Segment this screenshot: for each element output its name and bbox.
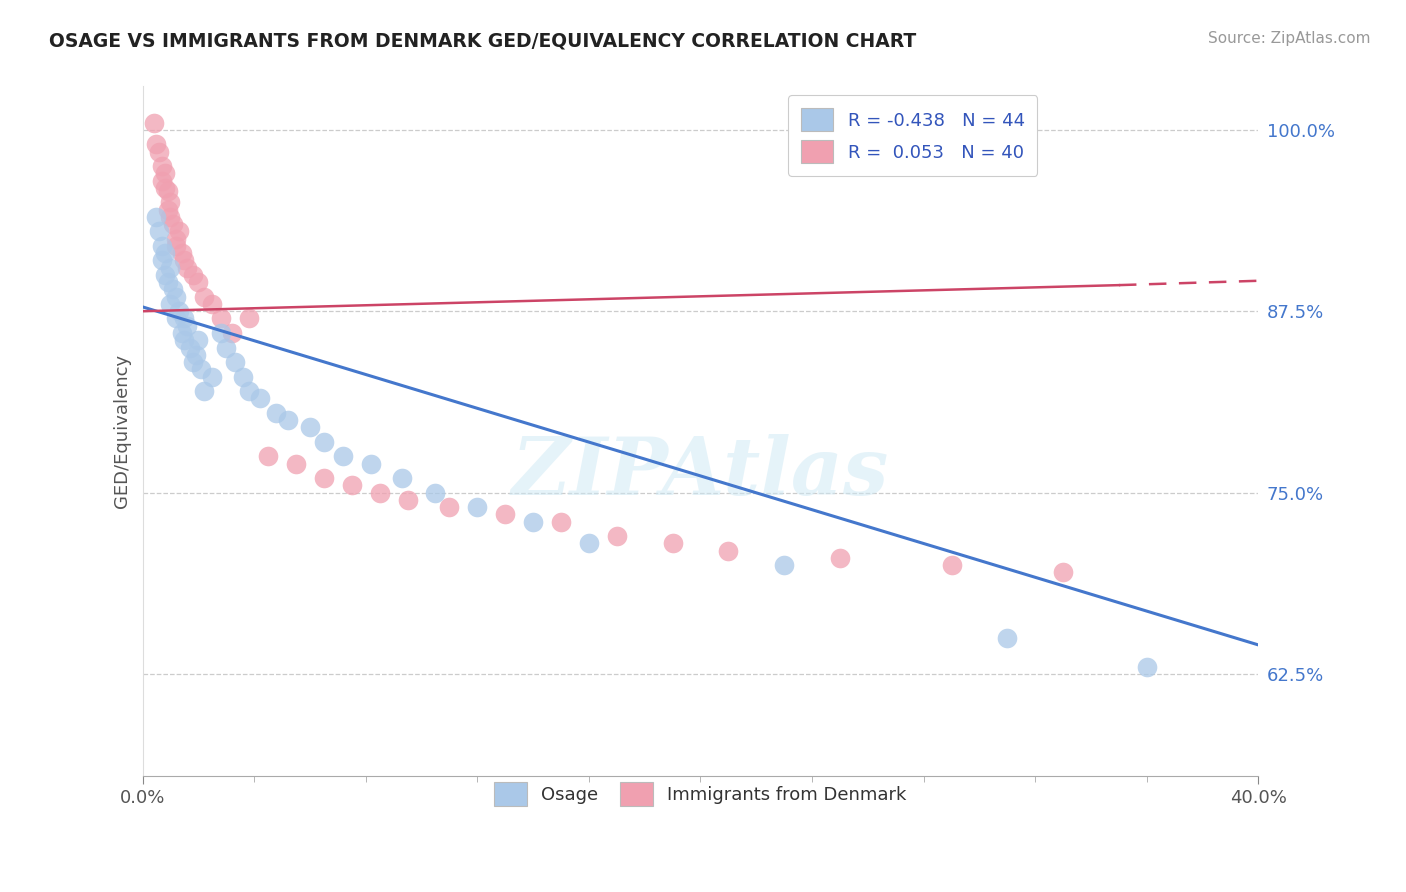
Point [173, 333, 195, 347]
Point [215, 341, 238, 355]
Point [828, 550, 851, 565]
Point [201, 369, 224, 384]
Point [550, 515, 572, 529]
Point [153, 181, 176, 195]
Point [425, 485, 447, 500]
Legend: Osage, Immigrants from Denmark: Osage, Immigrants from Denmark [485, 773, 915, 814]
Point [167, 304, 190, 318]
Point [465, 500, 488, 515]
Point [285, 457, 308, 471]
Point [165, 290, 187, 304]
Point [181, 268, 204, 282]
Point [159, 210, 181, 224]
Point [312, 471, 335, 485]
Point [150, 239, 173, 253]
Point [156, 275, 179, 289]
Point [238, 311, 260, 326]
Point [209, 326, 232, 340]
Point [312, 434, 335, 449]
Point [153, 268, 176, 282]
Point [396, 492, 419, 507]
Point [148, 224, 170, 238]
Point [439, 500, 461, 515]
Point [717, 543, 740, 558]
Y-axis label: GED/Equivalency: GED/Equivalency [114, 354, 131, 508]
Text: Source: ZipAtlas.com: Source: ZipAtlas.com [1208, 31, 1371, 46]
Point [165, 239, 187, 253]
Point [142, 115, 165, 129]
Point [184, 348, 207, 362]
Point [249, 392, 271, 406]
Point [209, 311, 232, 326]
Point [173, 311, 195, 326]
Point [224, 355, 246, 369]
Point [145, 210, 167, 224]
Point [340, 478, 363, 492]
Point [391, 471, 413, 485]
Point [156, 202, 179, 217]
Point [238, 384, 260, 398]
Point [176, 260, 198, 275]
Point [165, 232, 187, 246]
Point [201, 297, 224, 311]
Point [153, 166, 176, 180]
Point [187, 333, 209, 347]
Point [298, 420, 321, 434]
Point [179, 341, 201, 355]
Point [266, 406, 288, 420]
Point [995, 631, 1018, 645]
Point [578, 536, 600, 550]
Point [145, 137, 167, 152]
Point [193, 290, 215, 304]
Point [150, 159, 173, 173]
Point [773, 558, 796, 573]
Point [167, 224, 190, 238]
Point [150, 253, 173, 268]
Point [173, 253, 195, 268]
Point [606, 529, 628, 543]
Point [1136, 659, 1159, 673]
Point [181, 355, 204, 369]
Point [159, 195, 181, 210]
Point [153, 246, 176, 260]
Point [1052, 566, 1074, 580]
Point [221, 326, 243, 340]
Point [176, 318, 198, 333]
Point [165, 311, 187, 326]
Point [156, 184, 179, 198]
Point [257, 450, 280, 464]
Point [661, 536, 683, 550]
Point [522, 515, 544, 529]
Point [187, 275, 209, 289]
Point [232, 369, 254, 384]
Point [170, 326, 193, 340]
Text: OSAGE VS IMMIGRANTS FROM DENMARK GED/EQUIVALENCY CORRELATION CHART: OSAGE VS IMMIGRANTS FROM DENMARK GED/EQU… [49, 31, 917, 50]
Point [494, 508, 516, 522]
Point [941, 558, 963, 573]
Point [332, 450, 354, 464]
Point [193, 384, 215, 398]
Point [159, 297, 181, 311]
Point [277, 413, 299, 427]
Point [150, 174, 173, 188]
Point [368, 485, 391, 500]
Point [148, 145, 170, 159]
Point [360, 457, 382, 471]
Text: ZIPAtlas: ZIPAtlas [512, 434, 889, 511]
Point [162, 283, 184, 297]
Point [190, 362, 212, 376]
Point [170, 246, 193, 260]
Point [159, 260, 181, 275]
Point [162, 217, 184, 231]
